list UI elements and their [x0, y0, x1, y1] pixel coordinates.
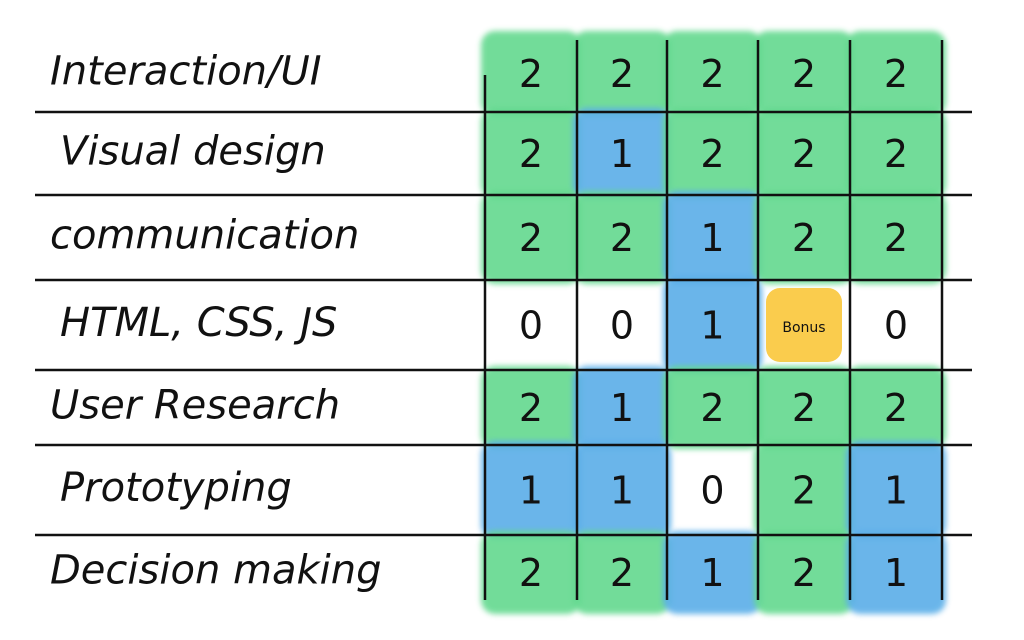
cell-value: 2 — [792, 551, 816, 595]
cell-value: 2 — [884, 386, 908, 430]
cell-value: 2 — [700, 52, 724, 96]
cell-value: 1 — [610, 132, 634, 176]
cell-value: 2 — [792, 52, 816, 96]
row-label: communication — [50, 213, 359, 259]
cell-fill — [663, 191, 762, 284]
cell-fill — [754, 366, 854, 449]
cell-value: 0 — [884, 304, 908, 348]
cell-fill — [663, 366, 762, 449]
cell-fill — [481, 366, 581, 449]
cell-fill — [754, 191, 854, 284]
cell-value: 2 — [884, 132, 908, 176]
cell-fill — [481, 441, 581, 539]
cell-value: 2 — [610, 52, 634, 96]
cell-value: 2 — [792, 132, 816, 176]
cell-fill — [573, 441, 671, 539]
row-label: Prototyping — [60, 465, 292, 511]
cell-fill — [754, 531, 854, 614]
cell-value: 2 — [792, 469, 816, 513]
row-label: User Research — [50, 383, 340, 429]
cell-fill — [481, 108, 581, 199]
row-label: HTML, CSS, JS — [60, 300, 337, 346]
cell-fill — [663, 276, 762, 374]
cell-fill — [573, 31, 671, 116]
cell-value: 1 — [884, 469, 908, 513]
cell-fill — [754, 108, 854, 199]
cell-value: 2 — [792, 386, 816, 430]
cell-fill — [481, 191, 581, 284]
cell-value: 2 — [519, 52, 543, 96]
cell-fill — [846, 191, 946, 284]
cell-value: 1 — [884, 551, 908, 595]
cell-value: 2 — [792, 216, 816, 260]
cell-fill — [573, 531, 671, 614]
cell-value: 2 — [519, 132, 543, 176]
cell-fill — [846, 31, 946, 116]
cell-value: 2 — [610, 551, 634, 595]
cell-fill — [663, 531, 762, 614]
cell-value: 1 — [610, 469, 634, 513]
cell-value: 2 — [519, 216, 543, 260]
cell-value: 1 — [700, 216, 724, 260]
cell-value: 2 — [700, 386, 724, 430]
cell-fill — [754, 31, 854, 116]
cell-fill — [573, 108, 671, 199]
cell-fill — [766, 288, 842, 362]
cell-value: Bonus — [782, 320, 825, 336]
cell-value: 1 — [700, 551, 724, 595]
cell-fill — [663, 108, 762, 199]
cell-value: 2 — [700, 132, 724, 176]
cell-fill — [846, 531, 946, 614]
cell-value: 0 — [700, 469, 724, 513]
cell-value: 2 — [519, 551, 543, 595]
cell-value: 2 — [519, 386, 543, 430]
cell-fill — [846, 108, 946, 199]
cell-value: 2 — [610, 216, 634, 260]
cell-value: 0 — [519, 304, 543, 348]
cell-value: 2 — [884, 216, 908, 260]
cell-fill — [846, 441, 946, 539]
cell-value: 1 — [519, 469, 543, 513]
cell-fill — [754, 441, 854, 539]
cell-value: 1 — [610, 386, 634, 430]
row-label: Visual design — [60, 129, 326, 175]
cell-fill — [481, 31, 581, 116]
cell-value: 2 — [884, 52, 908, 96]
cell-fill — [573, 366, 671, 449]
row-label: Interaction/UI — [50, 49, 322, 95]
cell-value: 1 — [700, 304, 724, 348]
cell-fill — [573, 191, 671, 284]
cell-fill — [846, 366, 946, 449]
cell-fill — [663, 31, 762, 116]
row-label: Decision making — [50, 548, 382, 594]
cell-value: 0 — [610, 304, 634, 348]
cell-fill — [481, 531, 581, 614]
